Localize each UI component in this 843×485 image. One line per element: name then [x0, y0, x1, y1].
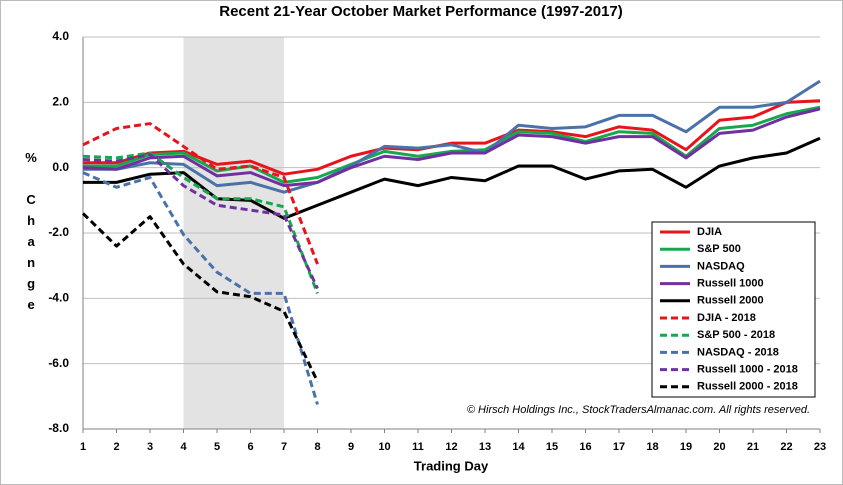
series-line — [82, 107, 821, 188]
x-tick-label: 3 — [147, 441, 153, 453]
x-tick-label: 1 — [80, 441, 86, 453]
x-tick-label: 2 — [113, 441, 119, 453]
x-tick-label: 12 — [445, 441, 457, 453]
legend-label: S&P 500 - 2018 — [697, 329, 775, 341]
y-tick-label: 0.0 — [52, 160, 69, 174]
y-tick-label: -2.0 — [48, 225, 69, 239]
chart-title: Recent 21-Year October Market Performanc… — [219, 3, 623, 20]
series-line — [81, 212, 319, 383]
x-tick-label: 16 — [579, 441, 591, 453]
copyright: © Hirsch Holdings Inc., StockTradersAlma… — [467, 404, 810, 416]
x-tick-label: 23 — [814, 441, 826, 453]
x-tick-label: 13 — [479, 441, 491, 453]
x-tick-label: 15 — [546, 441, 558, 453]
y-tick-label: 4.0 — [52, 29, 69, 43]
legend-label: Russell 2000 — [697, 295, 764, 307]
x-tick-label: 21 — [747, 441, 759, 453]
series-line — [83, 105, 821, 184]
x-tick-label: 4 — [180, 441, 187, 453]
x-tick-label: 14 — [512, 441, 525, 453]
legend-label: S&P 500 — [697, 243, 741, 255]
y-axis-label: % Change — [24, 150, 39, 318]
y-tick-label: -6.0 — [48, 356, 69, 370]
x-tick-label: 11 — [412, 441, 424, 453]
series-line — [82, 151, 319, 294]
legend-label: NASDAQ - 2018 — [697, 346, 779, 358]
x-axis-label: Trading Day — [414, 458, 489, 473]
legend-label: DJIA - 2018 — [697, 312, 756, 324]
x-tick-label: 18 — [646, 441, 658, 453]
x-tick-label: 20 — [713, 441, 725, 453]
x-tick-label: 10 — [378, 441, 390, 453]
y-tick-label: -8.0 — [48, 421, 69, 435]
series-line — [82, 153, 319, 290]
x-tick-label: 19 — [680, 441, 692, 453]
legend-box — [651, 221, 816, 398]
x-tick-label: 8 — [314, 441, 320, 453]
legend-label: Russell 2000 - 2018 — [697, 381, 798, 393]
y-tick-label: 2.0 — [52, 95, 69, 109]
x-tick-label: 9 — [348, 441, 354, 453]
x-tick-label: 7 — [281, 441, 287, 453]
x-tick-label: 17 — [613, 441, 625, 453]
legend-label: DJIA — [697, 226, 722, 238]
x-tick-label: 5 — [214, 441, 220, 453]
legend-label: Russell 1000 — [697, 278, 764, 290]
series-line — [82, 171, 319, 405]
legend-label: Russell 1000 - 2018 — [697, 364, 798, 376]
x-tick-label: 22 — [780, 441, 792, 453]
x-tick-label: 6 — [247, 441, 253, 453]
series-line — [83, 79, 821, 194]
series-line — [82, 122, 319, 265]
legend-label: NASDAQ — [697, 260, 745, 272]
y-tick-label: -4.0 — [48, 291, 69, 305]
